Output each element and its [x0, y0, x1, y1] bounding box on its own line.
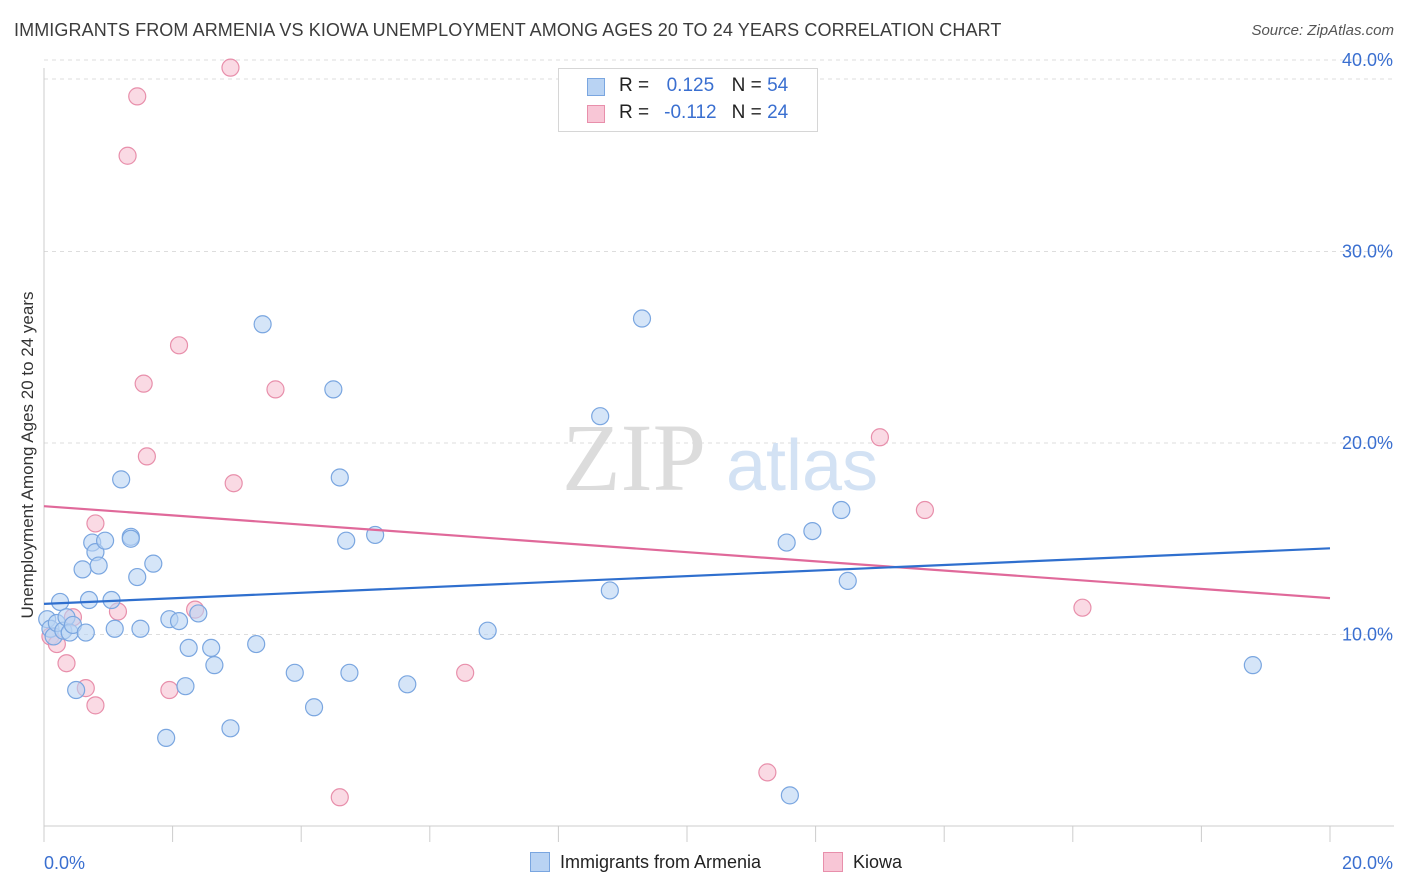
- armenia-point: [179, 638, 198, 658]
- armenia-point: [330, 468, 349, 487]
- kiowa-point: [915, 500, 935, 520]
- tick-labels: 10.0% 20.0% 30.0% 40.0% 0.0% 20.0%: [44, 50, 1393, 873]
- armenia-point: [202, 638, 221, 658]
- bottom-legend-armenia: Immigrants from Armenia: [530, 852, 761, 873]
- armenia-point: [144, 554, 163, 573]
- armenia-points: [38, 309, 1262, 805]
- kiowa-point: [118, 146, 137, 165]
- bottom-legend-swatch-kiowa: [823, 852, 843, 872]
- kiowa-point: [169, 336, 189, 355]
- y-tick-label: 20.0%: [1342, 433, 1393, 453]
- bottom-legend-label-armenia: Immigrants from Armenia: [560, 852, 762, 872]
- kiowa-point: [758, 763, 777, 782]
- legend-r-label: R =: [619, 75, 650, 96]
- armenia-point: [112, 470, 131, 489]
- y-tick-label: 40.0%: [1342, 50, 1393, 70]
- kiowa-point: [128, 87, 147, 106]
- watermark: ZIP atlas: [562, 404, 878, 511]
- armenia-point: [632, 309, 652, 328]
- armenia-point: [79, 590, 99, 610]
- legend-n-label: N =: [731, 75, 762, 96]
- armenia-point: [780, 786, 799, 805]
- armenia-point: [121, 529, 140, 548]
- legend-swatch-armenia: [587, 78, 605, 96]
- armenia-point: [777, 533, 796, 552]
- bottom-legend-swatch-armenia: [530, 852, 550, 872]
- kiowa-point: [86, 514, 105, 533]
- armenia-point: [253, 315, 272, 334]
- legend-n-value: 54: [767, 75, 789, 96]
- armenia-point: [340, 663, 359, 682]
- kiowa-point: [221, 58, 240, 77]
- armenia-point: [205, 656, 224, 675]
- armenia-point: [189, 604, 208, 623]
- bottom-legend-kiowa: Kiowa: [823, 852, 902, 873]
- legend-r-value: -0.112: [664, 102, 717, 123]
- armenia-point: [832, 500, 851, 520]
- y-tick-label: 30.0%: [1342, 242, 1393, 262]
- kiowa-point: [266, 380, 285, 399]
- gridlines: [44, 59, 1394, 635]
- legend-r-label: R =: [619, 102, 650, 123]
- armenia-point: [304, 698, 324, 717]
- armenia-point: [67, 680, 86, 700]
- x-tick-label: 20.0%: [1342, 853, 1393, 873]
- legend-swatch-kiowa: [587, 105, 605, 123]
- kiowa-point: [57, 654, 76, 673]
- legend-r-value: 0.125: [666, 75, 715, 96]
- axes: [43, 68, 1394, 842]
- armenia-point: [221, 719, 240, 738]
- bottom-legend-label-kiowa: Kiowa: [853, 852, 903, 872]
- armenia-point: [337, 531, 356, 550]
- armenia-point: [128, 567, 147, 587]
- legend-n-label: N =: [731, 102, 762, 123]
- trend-lines: [43, 505, 1331, 605]
- watermark-atlas: atlas: [726, 426, 878, 506]
- armenia-point: [324, 380, 343, 399]
- armenia-point: [176, 677, 195, 696]
- x-tick-label: 0.0%: [44, 853, 85, 873]
- kiowa-point: [1073, 598, 1092, 617]
- chart-title: IMMIGRANTS FROM ARMENIA VS KIOWA UNEMPLO…: [14, 20, 1002, 40]
- armenia-point: [600, 581, 619, 600]
- kiowa-point: [330, 788, 349, 807]
- armenia-point: [89, 556, 108, 575]
- y-tick-label: 10.0%: [1342, 625, 1393, 645]
- armenia-point: [247, 634, 266, 654]
- armenia-point: [105, 619, 124, 638]
- armenia-point: [285, 663, 304, 682]
- kiowa-trend-line: [43, 505, 1331, 600]
- armenia-point: [838, 571, 857, 590]
- armenia-point: [73, 560, 92, 579]
- watermark-zip: ZIP: [562, 404, 706, 511]
- kiowa-point: [456, 663, 475, 682]
- legend-n-value: 24: [767, 102, 789, 123]
- armenia-point: [398, 675, 417, 694]
- kiowa-point: [86, 696, 105, 715]
- armenia-point: [591, 407, 610, 426]
- kiowa-point: [134, 374, 153, 393]
- kiowa-point: [137, 447, 156, 466]
- correlation-legend: R = 0.125 N = 54 R = -0.112 N = 24: [558, 68, 818, 132]
- armenia-point: [95, 531, 115, 550]
- source-label: Source: ZipAtlas.com: [1251, 22, 1394, 39]
- kiowa-point: [224, 474, 243, 493]
- armenia-point: [76, 623, 95, 642]
- armenia-trend-line: [43, 547, 1331, 605]
- kiowa-point: [160, 680, 179, 700]
- armenia-point: [803, 521, 822, 541]
- armenia-point: [478, 621, 497, 640]
- armenia-point: [169, 611, 189, 631]
- armenia-point: [131, 619, 150, 638]
- armenia-point: [1243, 656, 1262, 675]
- kiowa-point: [870, 428, 890, 447]
- armenia-point: [157, 728, 176, 748]
